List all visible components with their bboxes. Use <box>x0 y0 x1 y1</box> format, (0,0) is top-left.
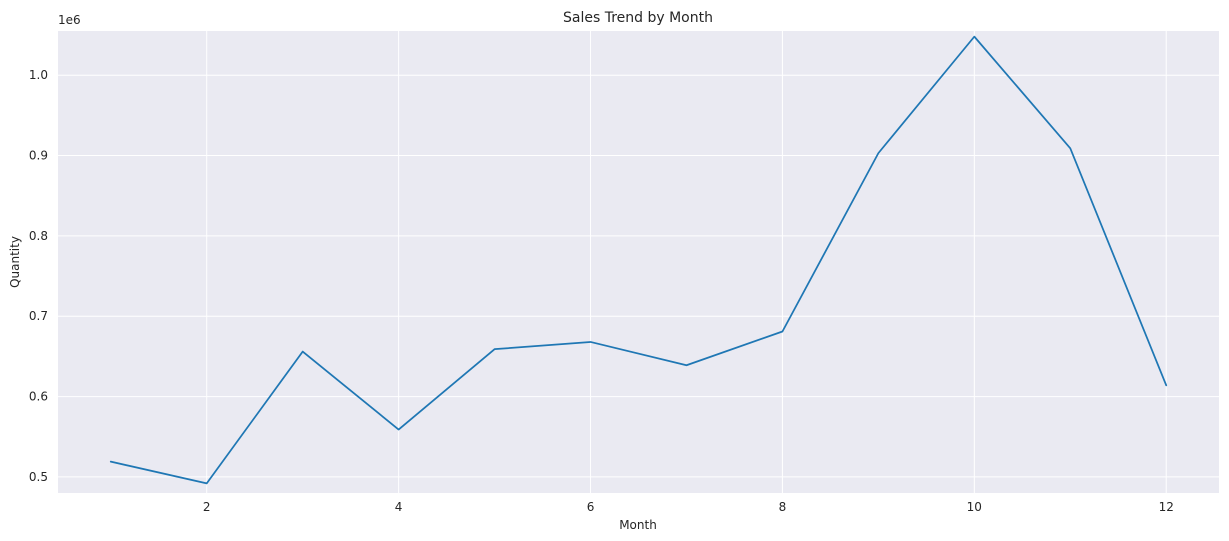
y-tick-label: 0.8 <box>29 229 48 243</box>
x-tick-label: 10 <box>967 500 982 514</box>
y-tick-labels: 0.5 0.6 0.7 0.8 0.9 1.0 <box>29 68 48 484</box>
x-tick-label: 4 <box>395 500 403 514</box>
y-axis-label: Quantity <box>8 236 22 288</box>
y-tick-label: 0.7 <box>29 309 48 323</box>
x-axis-label: Month <box>619 518 657 532</box>
series-line <box>109 35 1168 485</box>
x-gridlines <box>206 31 1167 493</box>
y-gridlines <box>58 74 1219 478</box>
y-tick-label: 0.6 <box>29 390 48 404</box>
y-tick-label: 0.9 <box>29 149 48 163</box>
chart-title: Sales Trend by Month <box>563 10 713 26</box>
series-group <box>109 35 1168 485</box>
y-tick-label: 1.0 <box>29 68 48 82</box>
plot-background <box>58 31 1219 493</box>
x-tick-labels: 2 4 6 8 10 12 <box>203 500 1174 514</box>
y-offset-label: 1e6 <box>58 13 81 27</box>
x-tick-label: 8 <box>779 500 787 514</box>
x-tick-label: 12 <box>1159 500 1174 514</box>
y-tick-label: 0.5 <box>29 470 48 484</box>
x-tick-label: 2 <box>203 500 211 514</box>
x-tick-label: 6 <box>587 500 595 514</box>
